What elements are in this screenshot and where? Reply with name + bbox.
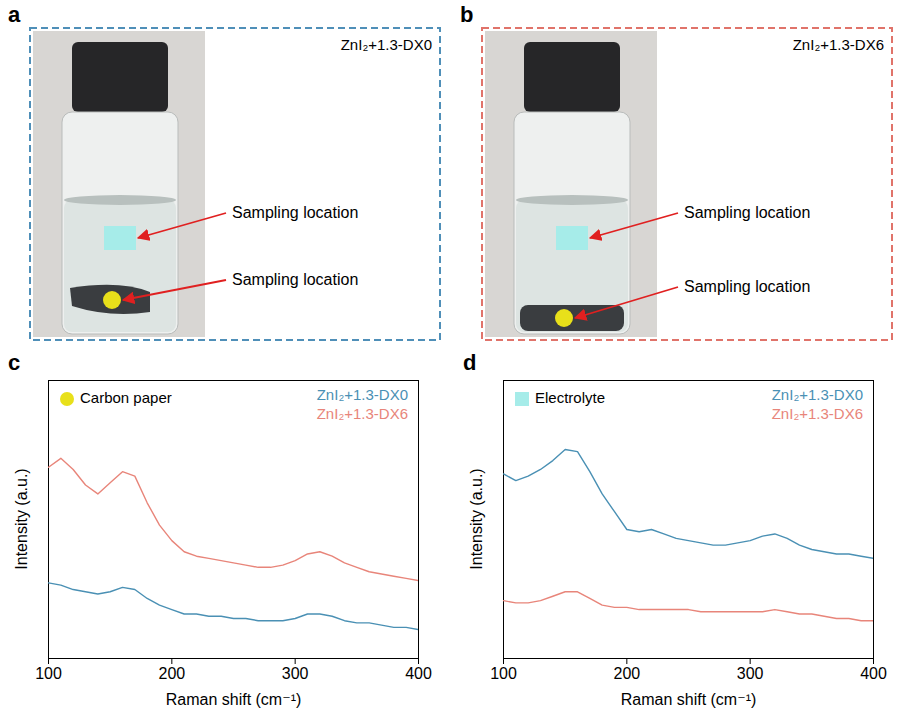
html-text:Carbon paper: Carbon paper [80,389,172,406]
html-text:a: a [8,2,21,27]
svg-text:200: 200 [158,665,185,682]
svg-text:Raman shift (cm⁻¹): Raman shift (cm⁻¹) [166,691,302,708]
svg-text:Sampling location: Sampling location [232,204,358,221]
svg-text:100: 100 [35,665,62,682]
svg-text:300: 300 [737,665,764,682]
html-text:ZnI₂+1.3-DX0: ZnI₂+1.3-DX0 [771,386,863,403]
html-text:b: b [460,2,474,27]
svg-text:200: 200 [613,665,640,682]
svg-text:300: 300 [282,665,309,682]
svg-text:400: 400 [405,665,432,682]
html-text:c: c [8,350,21,375]
svg-text:ZnI₂+1.3-DX6: ZnI₂+1.3-DX6 [793,36,884,53]
svg-text:Sampling location: Sampling location [684,278,810,295]
html-text:Intensity (a.u.): Intensity (a.u.) [468,468,485,570]
html-text:ZnI₂+1.3-DX0: ZnI₂+1.3-DX0 [316,386,408,403]
html-text:d: d [463,350,477,375]
html-text:ZnI₂+1.3-DX6: ZnI₂+1.3-DX6 [771,405,863,422]
svg-text:Raman shift (cm⁻¹): Raman shift (cm⁻¹) [621,691,757,708]
svg-text:100: 100 [490,665,517,682]
html-text:Electrolyte: Electrolyte [535,389,605,406]
svg-text:Sampling location: Sampling location [684,204,810,221]
svg-text:400: 400 [860,665,887,682]
html-text:Intensity (a.u.): Intensity (a.u.) [13,468,30,570]
svg-text:Sampling location: Sampling location [232,271,358,288]
svg-text:ZnI₂+1.3-DX0: ZnI₂+1.3-DX0 [341,36,432,53]
html-text:ZnI₂+1.3-DX6: ZnI₂+1.3-DX6 [316,405,408,422]
